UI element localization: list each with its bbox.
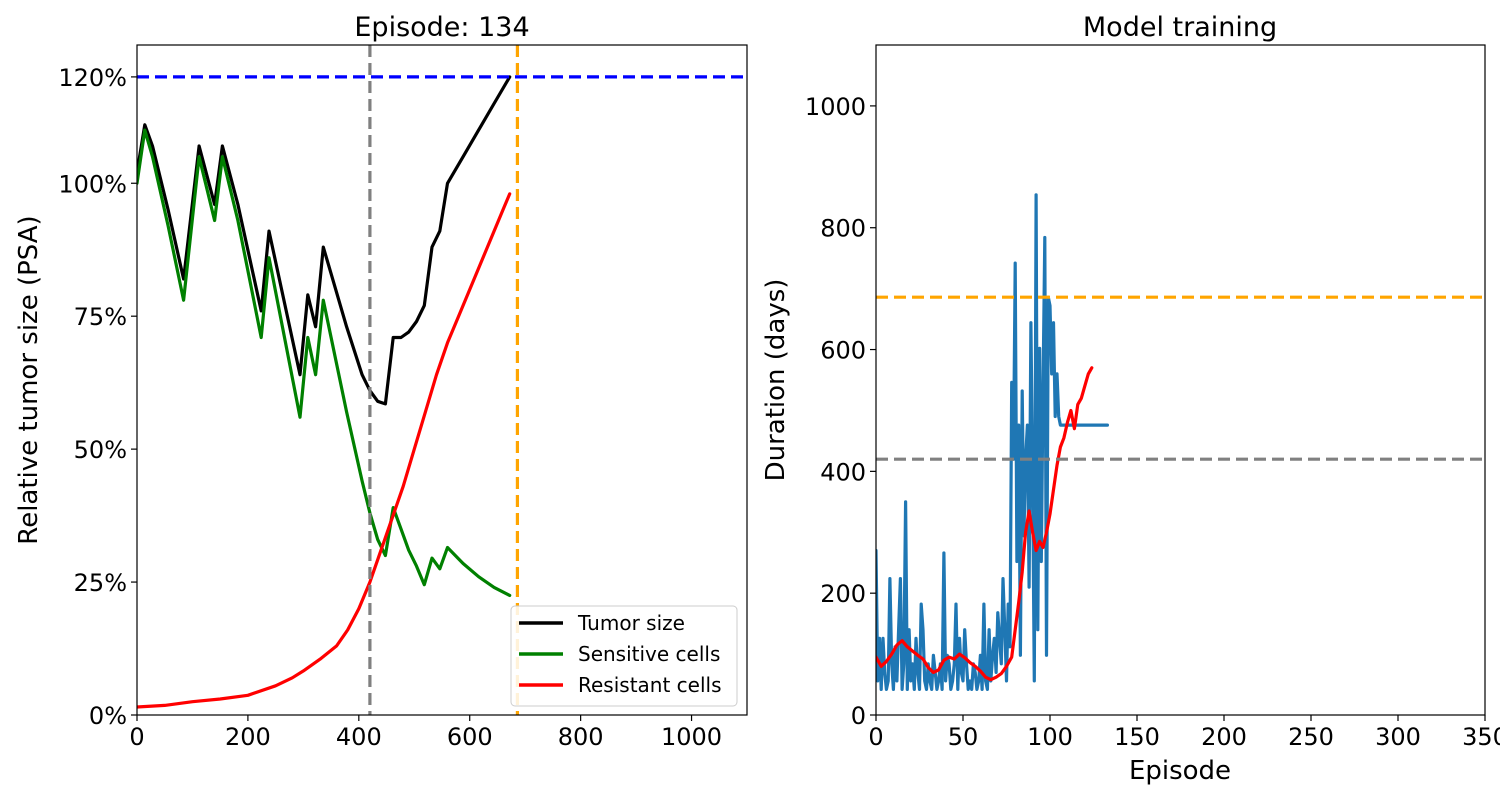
training-x-tick-label: 350	[1462, 723, 1500, 751]
training-y-tick-label: 400	[820, 458, 866, 486]
training-y-tick-label: 0	[851, 702, 866, 730]
tumor-series-sensitive-cells	[137, 128, 512, 598]
tumor-y-tick-label: 0%	[89, 702, 127, 730]
tumor-y-tick-label: 50%	[74, 436, 127, 464]
tumor-chart-y-axis-label: Relative tumor size (PSA)	[14, 215, 44, 544]
tumor-chart-title: Episode: 134	[354, 12, 529, 43]
training-chart-title: Model training	[1083, 12, 1277, 43]
training-chart-x-axis-label: Episode	[1129, 756, 1231, 786]
training-chart-frame	[875, 44, 1486, 716]
training-y-tick-label: 1000	[805, 93, 866, 121]
training-series-moving-average	[876, 366, 1094, 682]
tumor-chart-legend: Tumor size Sensitive cells Resistant cel…	[510, 605, 738, 707]
tumor-x-tick-label: 400	[336, 723, 382, 751]
tumor-x-tick-label: 0	[129, 723, 144, 751]
tumor-chart-frame	[136, 44, 748, 716]
training-y-tick-label: 800	[820, 215, 866, 243]
tumor-series-resistant-cells	[137, 192, 512, 709]
training-x-tick-label: 100	[1027, 723, 1073, 751]
tumor-y-tick-label: 25%	[74, 569, 127, 597]
training-x-tick-label: 50	[948, 723, 979, 751]
training-y-tick-label: 600	[820, 337, 866, 365]
training-x-tick-label: 200	[1201, 723, 1247, 751]
tumor-x-tick-label: 200	[225, 723, 271, 751]
training-x-tick-label: 300	[1375, 723, 1421, 751]
training-x-tick-label: 250	[1288, 723, 1334, 751]
tumor-y-tick-label: 120%	[58, 64, 127, 92]
training-x-tick-label: 0	[868, 723, 883, 751]
training-chart-y-axis-label: Duration (days)	[761, 279, 791, 482]
tumor-y-tick-label: 75%	[74, 303, 127, 331]
tumor-x-tick-label: 600	[447, 723, 493, 751]
tumor-size-chart: Episode: 134 Relative tumor size (PSA) 0…	[14, 12, 748, 751]
legend-label-resistant-cells: Resistant cells	[578, 673, 722, 697]
tumor-x-tick-label: 800	[558, 723, 604, 751]
legend-label-tumor-size: Tumor size	[577, 611, 685, 635]
tumor-x-tick-label: 1000	[661, 723, 722, 751]
training-series-episode-duration	[876, 193, 1110, 692]
model-training-chart: Model training Duration (days) Episode 0…	[761, 12, 1500, 786]
tumor-series-tumor-size	[137, 75, 512, 406]
training-x-tick-label: 150	[1114, 723, 1160, 751]
legend-label-sensitive-cells: Sensitive cells	[578, 642, 720, 666]
training-y-tick-label: 200	[820, 580, 866, 608]
legend-box	[510, 605, 738, 707]
tumor-y-tick-label: 100%	[58, 170, 127, 198]
